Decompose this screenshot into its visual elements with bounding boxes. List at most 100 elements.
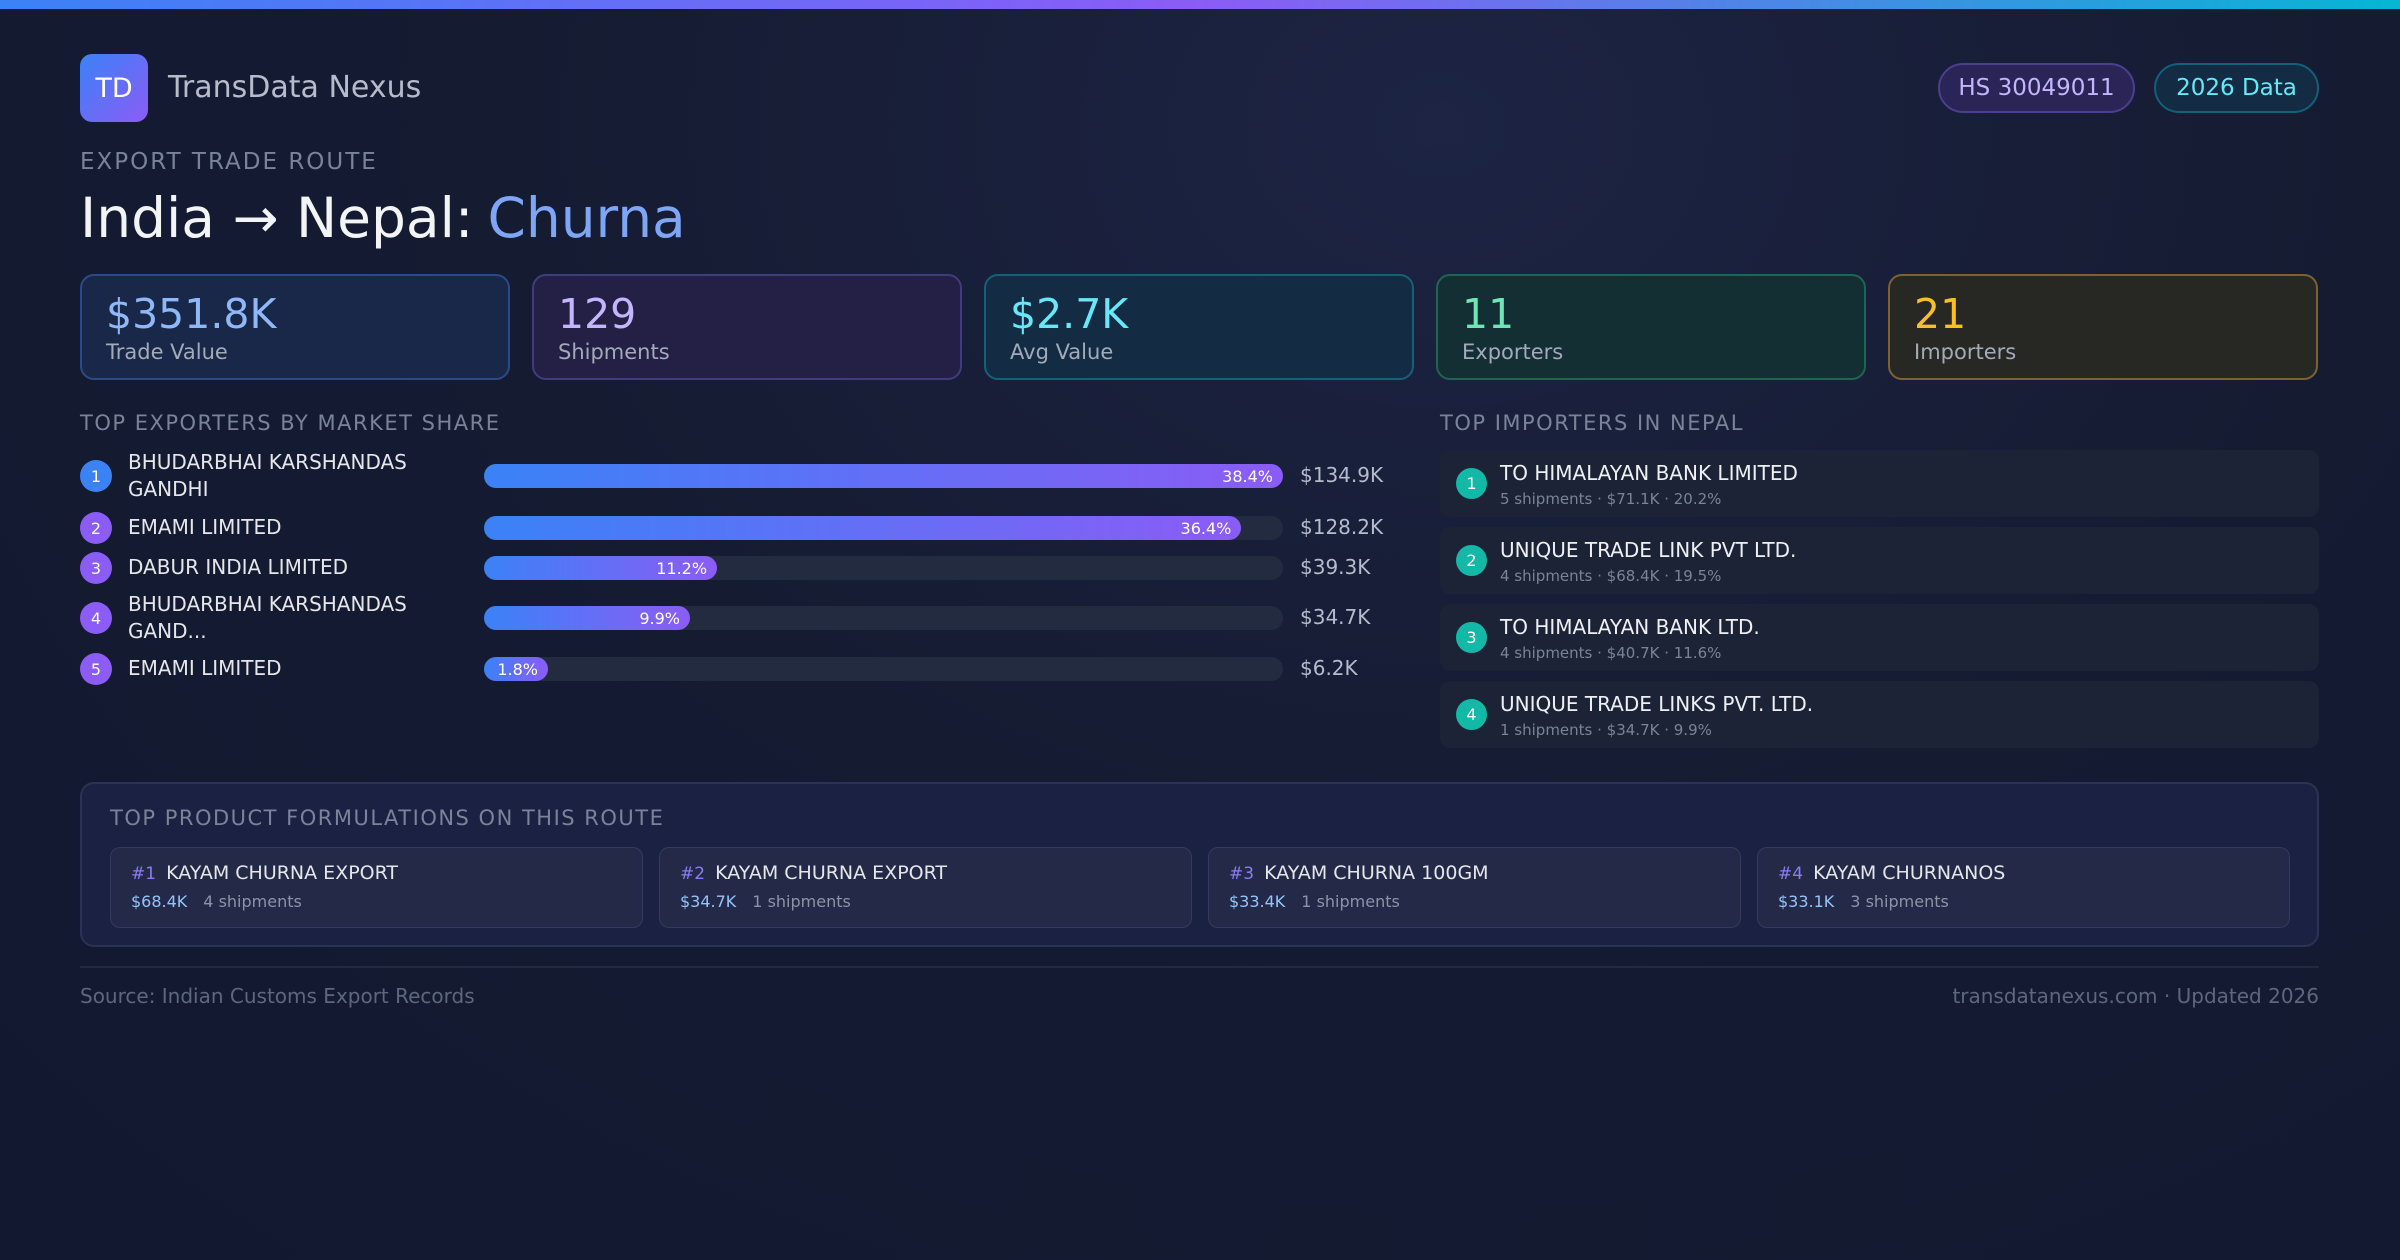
- importer-name: TO HIMALAYAN BANK LIMITED: [1500, 461, 1798, 485]
- divider: [80, 966, 2319, 968]
- exporter-name: DABUR INDIA LIMITED: [128, 555, 348, 579]
- section-title: TOP PRODUCT FORMULATIONS ON THIS ROUTE: [110, 806, 665, 830]
- rank-badge: 1: [80, 460, 112, 492]
- exporter-name: EMAMI LIMITED: [128, 656, 282, 680]
- importer-card: 3 TO HIMALAYAN BANK LTD. 4 shipments · $40…: [1440, 604, 2319, 671]
- importer-name: TO HIMALAYAN BANK LTD.: [1500, 615, 1760, 639]
- exporter-value: $6.2K: [1300, 656, 1358, 680]
- exporter-value: $134.9K: [1300, 463, 1384, 487]
- importer-card: 4 UNIQUE TRADE LINKS PVT. LTD. 1 shipments…: [1440, 681, 2319, 748]
- product-meta: $68.4K 4 shipments: [131, 892, 622, 911]
- product-name: KAYAM CHURNA EXPORT: [715, 862, 948, 884]
- kpi-label: Exporters: [1462, 340, 1564, 364]
- rank-badge: 2: [1456, 545, 1487, 576]
- kpi-label: Avg Value: [1010, 340, 1114, 364]
- importer-detail: 5 shipments · $71.1K · 20.2%: [1500, 490, 1722, 508]
- product-line: #4 KAYAM CHURNANOS: [1778, 862, 2269, 884]
- title-highlight: Churna: [487, 186, 686, 250]
- exporter-value: $39.3K: [1300, 555, 1371, 579]
- title-prefix: India → Nepal:: [80, 186, 474, 250]
- product-shipments: 3 shipments: [1850, 892, 1949, 911]
- bar-track: 36.4%: [484, 516, 1283, 540]
- product-card: #2 KAYAM CHURNA EXPORT $34.7K 1 shipments: [659, 847, 1192, 928]
- eyebrow: EXPORT TRADE ROUTE: [80, 149, 378, 175]
- logo: TD: [80, 54, 148, 122]
- product-value: $34.7K: [680, 892, 737, 911]
- product-shipments: 4 shipments: [203, 892, 302, 911]
- product-rank: #2: [680, 864, 706, 884]
- badge: 2026 Data: [2154, 63, 2319, 113]
- product-line: #1 KAYAM CHURNA EXPORT: [131, 862, 622, 884]
- kpi-card: 129 Shipments: [532, 274, 962, 380]
- brand: TransData Nexus: [168, 70, 422, 105]
- product-value: $68.4K: [131, 892, 188, 911]
- bar-track: 38.4%: [484, 464, 1283, 488]
- kpi-label: Trade Value: [106, 340, 228, 364]
- exporter-name: EMAMI LIMITED: [128, 515, 282, 539]
- product-rank: #3: [1229, 864, 1255, 884]
- importer-detail: 1 shipments · $34.7K · 9.9%: [1500, 721, 1712, 739]
- product-line: #2 KAYAM CHURNA EXPORT: [680, 862, 1171, 884]
- share-bar: 11.2%: [484, 556, 718, 580]
- exporter-name: BHUDARBHAI KARSHANDAS GAND...: [128, 592, 407, 643]
- product-meta: $34.7K 1 shipments: [680, 892, 1171, 911]
- kpi-card: 21 Importers: [1888, 274, 2318, 380]
- product-name: KAYAM CHURNA EXPORT: [166, 862, 399, 884]
- kpi-value: 129: [558, 290, 637, 338]
- kpi-value: $351.8K: [106, 290, 277, 338]
- rank-badge: 3: [1456, 622, 1487, 653]
- importer-detail: 4 shipments · $40.7K · 11.6%: [1500, 644, 1722, 662]
- importer-detail: 4 shipments · $68.4K · 19.5%: [1500, 567, 1722, 585]
- product-shipments: 1 shipments: [1301, 892, 1400, 911]
- product-card: #1 KAYAM CHURNA EXPORT $68.4K 4 shipments: [110, 847, 643, 928]
- exporter-value: $34.7K: [1300, 605, 1371, 629]
- rank-badge: 2: [80, 512, 112, 544]
- route-title: India → Nepal: Churna: [80, 186, 686, 250]
- kpi-value: $2.7K: [1010, 290, 1129, 338]
- bar-track: 11.2%: [484, 556, 1283, 580]
- importer-card: 2 UNIQUE TRADE LINK PVT LTD. 4 shipments ·…: [1440, 527, 2319, 594]
- importer-name: UNIQUE TRADE LINKS PVT. LTD.: [1500, 692, 1814, 716]
- share-bar: 9.9%: [484, 606, 690, 630]
- footer-source: Source: Indian Customs Export Records: [80, 984, 475, 1008]
- kpi-card: 11 Exporters: [1436, 274, 1866, 380]
- badge: HS 30049011: [1938, 63, 2135, 113]
- kpi-value: 21: [1914, 290, 1967, 338]
- product-shipments: 1 shipments: [752, 892, 851, 911]
- kpi-label: Importers: [1914, 340, 2017, 364]
- top-accent: [0, 0, 2400, 9]
- product-name: KAYAM CHURNA 100GM: [1264, 862, 1489, 884]
- share-bar: 36.4%: [484, 516, 1242, 540]
- kpi-value: 11: [1462, 290, 1515, 338]
- bar-track: 1.8%: [484, 657, 1283, 681]
- product-value: $33.1K: [1778, 892, 1835, 911]
- exporter-name: BHUDARBHAI KARSHANDAS GANDHI: [128, 450, 407, 501]
- rank-badge: 3: [80, 552, 112, 584]
- kpi-card: $2.7K Avg Value: [984, 274, 1414, 380]
- product-card: #4 KAYAM CHURNANOS $33.1K 3 shipments: [1757, 847, 2290, 928]
- rank-badge: 4: [80, 602, 112, 634]
- rank-badge: 5: [80, 653, 112, 685]
- product-rank: #4: [1778, 864, 1804, 884]
- section-title: TOP EXPORTERS BY MARKET SHARE: [80, 411, 501, 435]
- share-bar: 1.8%: [484, 657, 548, 681]
- product-rank: #1: [131, 864, 157, 884]
- rank-badge: 4: [1456, 699, 1487, 730]
- section-title: TOP IMPORTERS IN NEPAL: [1440, 411, 1744, 435]
- product-meta: $33.4K 1 shipments: [1229, 892, 1720, 911]
- kpi-card: $351.8K Trade Value: [80, 274, 510, 380]
- product-line: #3 KAYAM CHURNA 100GM: [1229, 862, 1720, 884]
- importer-card: 1 TO HIMALAYAN BANK LIMITED 5 shipments · …: [1440, 450, 2319, 517]
- importer-name: UNIQUE TRADE LINK PVT LTD.: [1500, 538, 1797, 562]
- products-panel: TOP PRODUCT FORMULATIONS ON THIS ROUTE #1…: [80, 782, 2319, 947]
- share-bar: 38.4%: [484, 464, 1283, 488]
- product-value: $33.4K: [1229, 892, 1286, 911]
- bar-track: 9.9%: [484, 606, 1283, 630]
- product-meta: $33.1K 3 shipments: [1778, 892, 2269, 911]
- kpi-label: Shipments: [558, 340, 670, 364]
- product-name: KAYAM CHURNANOS: [1813, 862, 2006, 884]
- footer-site: transdatanexus.com · Updated 2026: [1952, 984, 2319, 1008]
- exporter-value: $128.2K: [1300, 515, 1384, 539]
- rank-badge: 1: [1456, 468, 1487, 499]
